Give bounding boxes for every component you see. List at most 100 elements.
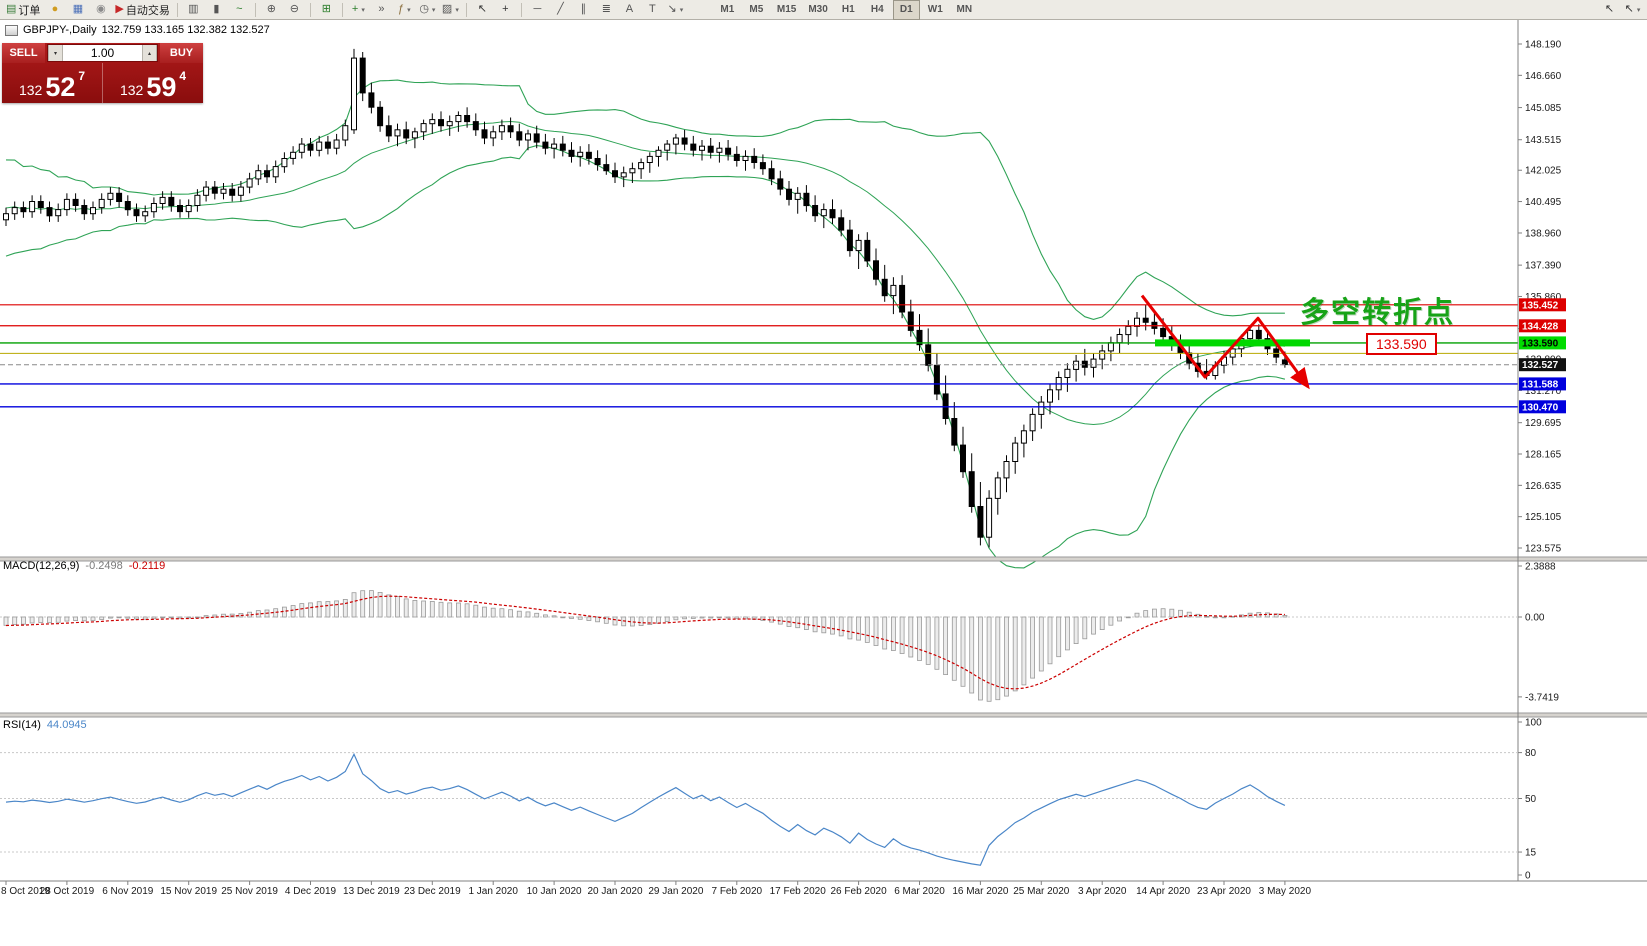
timeframe-m15-button[interactable]: M15 xyxy=(776,4,797,15)
candle xyxy=(203,181,210,202)
candle xyxy=(646,152,653,173)
price-callout-box[interactable]: 133.590 xyxy=(1366,333,1437,355)
macd-axis-label: -3.7419 xyxy=(1525,692,1559,703)
sell-button[interactable]: SELL xyxy=(2,43,45,63)
auto-scroll-button[interactable]: » xyxy=(370,0,393,20)
candle xyxy=(812,195,819,222)
panel-separator[interactable] xyxy=(0,556,1647,562)
text-label-button[interactable]: T xyxy=(641,0,664,20)
time-axis-label: 13 Dec 2019 xyxy=(343,886,400,897)
fibonacci-button-icon: ≣ xyxy=(601,3,611,15)
new-chart-button[interactable]: + ▾ xyxy=(347,0,370,20)
cursor-options-button[interactable]: ↖ ▾ xyxy=(1621,0,1644,20)
timeframe-h1-button[interactable]: H1 xyxy=(841,4,855,15)
indicators-button[interactable]: ƒ ▾ xyxy=(393,0,416,20)
candle xyxy=(829,199,836,224)
candle xyxy=(533,125,540,149)
cursor-button[interactable]: ↖ xyxy=(471,0,494,20)
candle xyxy=(986,490,993,548)
candle xyxy=(994,471,1001,515)
candle xyxy=(272,160,279,183)
highlight-zone[interactable] xyxy=(1155,339,1310,347)
timeframe-mn-button[interactable]: MN xyxy=(956,4,973,15)
new-chart-button-icon: + xyxy=(351,3,359,15)
data-window-button-icon: ▦ xyxy=(72,3,84,15)
symbol-title: GBPJPY-,Daily xyxy=(23,24,97,36)
crosshair-button[interactable]: + xyxy=(494,0,517,20)
candle xyxy=(1134,312,1140,337)
buy-price-big: 59 xyxy=(146,72,177,103)
timeframe-d1-button[interactable]: D1 xyxy=(892,0,920,20)
lot-increase-icon[interactable]: ▴ xyxy=(142,45,157,61)
candlestick-chart-button[interactable]: ▮ xyxy=(205,0,228,20)
periods-button[interactable]: ◷ ▾ xyxy=(416,0,439,20)
candle xyxy=(1003,455,1010,493)
dropdown-arrow-icon: ▾ xyxy=(361,6,365,14)
price-axis[interactable]: 148.190 146.660 145.085 143.515 142.025 140.4… xyxy=(1518,40,1566,555)
cursor-tool-button[interactable]: ↖ xyxy=(1598,0,1621,20)
turning-point-annotation[interactable]: 多空转折点 xyxy=(1300,297,1456,329)
candle xyxy=(255,164,262,186)
lot-size-value[interactable]: 1.00 xyxy=(90,46,115,60)
tile-windows-button[interactable]: ⊞ xyxy=(315,0,338,20)
bollinger-middle-band xyxy=(5,120,1285,426)
cursor-tool-button-icon: ↖ xyxy=(1604,3,1615,15)
text-button[interactable]: A xyxy=(618,0,641,20)
zoom-out-button[interactable]: ⊖ xyxy=(283,0,306,20)
autotrading-button[interactable]: ▶ 自动交易 xyxy=(112,0,172,20)
price-axis-label: 146.660 xyxy=(1525,71,1562,82)
timeframe-w1-button[interactable]: W1 xyxy=(927,4,943,15)
candle xyxy=(1064,363,1071,392)
navigator-button[interactable]: ◉ xyxy=(89,0,112,20)
horizontal-line-button[interactable]: ─ xyxy=(526,0,549,20)
time-axis-label: 17 Feb 2020 xyxy=(770,886,827,897)
channel-button[interactable]: ∥ xyxy=(572,0,595,20)
svg-text:130.470: 130.470 xyxy=(1522,402,1559,413)
timeframe-m5-button[interactable]: M5 xyxy=(749,4,764,15)
timeframe-h4-button[interactable]: H4 xyxy=(870,4,884,15)
panel-separator[interactable] xyxy=(0,712,1647,718)
lot-decrease-icon[interactable]: ▾ xyxy=(48,45,63,61)
buy-price[interactable]: 132 59 4 xyxy=(103,63,203,103)
templates-button[interactable]: ▨ ▾ xyxy=(439,0,462,20)
market-watch-button[interactable]: ● xyxy=(43,0,66,20)
candle xyxy=(177,199,183,218)
zoom-in-button[interactable]: ⊕ xyxy=(260,0,283,20)
data-window-button[interactable]: ▦ xyxy=(66,0,89,20)
lot-size-field[interactable]: ▾ 1.00 ▴ xyxy=(47,44,158,62)
toolbar-separator xyxy=(341,2,343,17)
candle xyxy=(716,142,723,163)
time-axis-label: 25 Nov 2019 xyxy=(221,886,278,897)
candle xyxy=(690,135,697,157)
candle xyxy=(11,201,18,220)
toolbar-separator xyxy=(465,2,467,17)
candle xyxy=(498,119,505,140)
macd-indicator: 2.3888 0.00 -3.7419 xyxy=(0,562,1559,703)
rsi-value: 44.0945 xyxy=(46,719,87,731)
fibonacci-button[interactable]: ≣ xyxy=(595,0,618,20)
toolbar-separator xyxy=(176,2,178,17)
candle xyxy=(37,195,44,214)
candle xyxy=(881,264,888,302)
line-chart-button[interactable]: ~ xyxy=(228,0,251,20)
timeframe-m1-button[interactable]: M1 xyxy=(720,4,735,15)
time-axis-label: 8 Oct 2019 xyxy=(1,886,50,897)
price-axis-label: 128.165 xyxy=(1525,450,1562,461)
shapes-button[interactable]: ↘ ▾ xyxy=(664,0,687,20)
new-order-button[interactable]: ▤ 订单 xyxy=(3,0,43,20)
candle xyxy=(307,138,314,157)
dropdown-arrow-icon: ▾ xyxy=(679,6,684,14)
zigzag-arrow-annotation[interactable] xyxy=(1140,294,1310,390)
sell-price[interactable]: 132 52 7 xyxy=(2,63,103,103)
buy-button[interactable]: BUY xyxy=(160,43,203,63)
price-axis-label: 138.960 xyxy=(1525,229,1562,240)
candle xyxy=(507,117,514,138)
candle xyxy=(411,127,418,149)
new-order-button-icon: ▤ xyxy=(6,3,17,15)
bar-chart-button[interactable]: ▥ xyxy=(182,0,205,20)
trendline-button[interactable]: ╱ xyxy=(549,0,572,20)
timeframe-m30-button[interactable]: M30 xyxy=(808,4,828,15)
svg-text:131.588: 131.588 xyxy=(1522,379,1559,390)
